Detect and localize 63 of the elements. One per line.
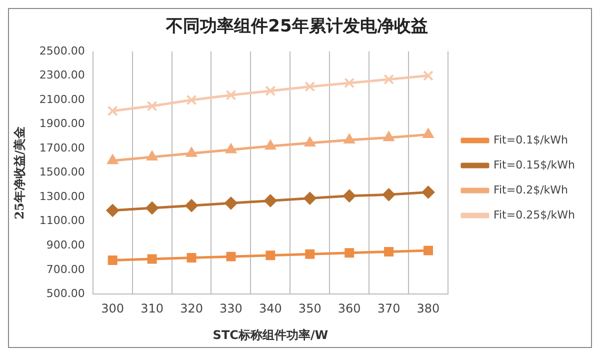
x-tick-label: 330: [220, 302, 242, 316]
point: [146, 100, 158, 112]
point: [382, 188, 396, 202]
point: [424, 246, 433, 256]
point: [344, 78, 355, 88]
point: [342, 189, 356, 202]
point: [422, 186, 435, 199]
point: [304, 136, 316, 147]
point: [266, 250, 276, 260]
point: [383, 131, 394, 142]
point: [265, 86, 276, 96]
point: [226, 90, 236, 100]
point: [225, 143, 237, 154]
point: [224, 196, 238, 210]
x-tick-label: 380: [416, 302, 440, 316]
point: [384, 246, 394, 256]
y-tick-label: 1300.00: [39, 190, 85, 203]
point: [226, 252, 236, 262]
legend-label: Fit=0.15$/kWh: [493, 158, 576, 172]
y-tick-label: 2500.00: [39, 44, 85, 58]
point: [344, 248, 354, 258]
point: [106, 204, 120, 217]
y-tick-label: 1900.00: [39, 117, 85, 130]
x-tick-label: 340: [258, 302, 282, 316]
y-tick-label: 2100.00: [39, 92, 85, 106]
legend-label: Fit=0.2$/kWh: [493, 183, 568, 196]
x-tick-label: 300: [101, 302, 124, 316]
point: [186, 253, 196, 263]
point: [303, 192, 316, 205]
y-tick-label: 2300.00: [39, 68, 85, 82]
point: [186, 146, 198, 157]
point: [147, 254, 157, 264]
point: [108, 255, 118, 265]
x-tick-label: 370: [377, 302, 400, 316]
point: [423, 70, 434, 81]
legend-label: Fit=0.1$/kWh: [493, 133, 568, 146]
y-tick-label: 1700.00: [39, 141, 85, 154]
y-tick-label: 500.00: [46, 287, 85, 300]
point: [106, 154, 118, 164]
y-tick-label: 900.00: [46, 238, 85, 252]
y-tick-label: 700.00: [46, 262, 85, 276]
point: [344, 134, 356, 144]
point: [186, 94, 197, 106]
point: [305, 249, 315, 259]
chart-title: 不同功率组件25年累计发电净收益: [165, 16, 428, 37]
point: [304, 81, 316, 92]
x-tick-label: 320: [180, 302, 203, 316]
point: [185, 199, 198, 212]
point: [146, 202, 159, 215]
point: [264, 140, 276, 150]
point: [107, 106, 118, 116]
point: [264, 194, 277, 208]
point: [422, 128, 434, 138]
point: [146, 150, 158, 161]
y-tick-label: 1500.00: [39, 166, 85, 179]
point: [384, 74, 394, 85]
x-tick-label: 310: [140, 302, 164, 316]
x-tick-label: 360: [338, 302, 361, 316]
y-axis-title: 25年净收益/美金: [12, 125, 26, 220]
x-tick-label: 350: [298, 302, 322, 316]
y-tick-label: 1100.00: [39, 214, 85, 228]
x-axis-title: STC标称组件功率/W: [212, 328, 328, 342]
legend-label: Fit=0.25$/kWh: [493, 208, 576, 222]
